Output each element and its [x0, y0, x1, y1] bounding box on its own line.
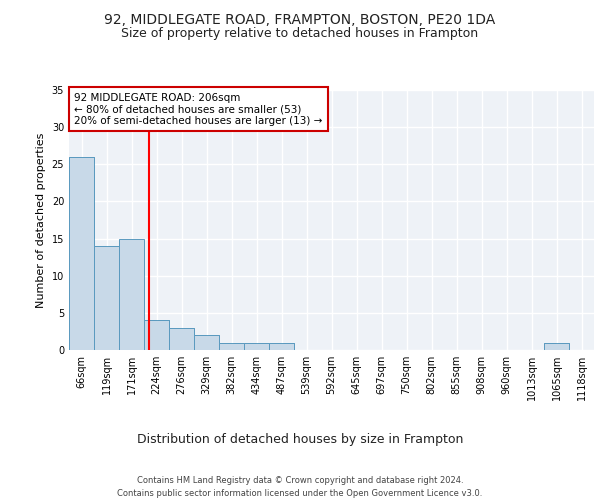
Bar — [69, 157, 94, 350]
Bar — [244, 342, 269, 350]
Bar — [544, 342, 569, 350]
Text: 92 MIDDLEGATE ROAD: 206sqm
← 80% of detached houses are smaller (53)
20% of semi: 92 MIDDLEGATE ROAD: 206sqm ← 80% of deta… — [74, 92, 323, 126]
Bar — [194, 335, 219, 350]
Bar — [119, 238, 144, 350]
Text: Distribution of detached houses by size in Frampton: Distribution of detached houses by size … — [137, 432, 463, 446]
Bar — [194, 335, 219, 350]
Bar — [144, 320, 169, 350]
Y-axis label: Number of detached properties: Number of detached properties — [36, 132, 46, 308]
Bar — [119, 238, 144, 350]
Bar — [544, 342, 569, 350]
Text: Size of property relative to detached houses in Frampton: Size of property relative to detached ho… — [121, 28, 479, 40]
Bar — [219, 342, 244, 350]
Bar — [144, 320, 169, 350]
Bar — [169, 328, 194, 350]
Text: 92, MIDDLEGATE ROAD, FRAMPTON, BOSTON, PE20 1DA: 92, MIDDLEGATE ROAD, FRAMPTON, BOSTON, P… — [104, 12, 496, 26]
Bar — [69, 157, 94, 350]
Bar — [94, 246, 119, 350]
Bar — [94, 246, 119, 350]
Bar — [269, 342, 294, 350]
Bar — [244, 342, 269, 350]
Bar — [169, 328, 194, 350]
Bar — [219, 342, 244, 350]
Bar — [269, 342, 294, 350]
Text: Contains HM Land Registry data © Crown copyright and database right 2024.
Contai: Contains HM Land Registry data © Crown c… — [118, 476, 482, 498]
